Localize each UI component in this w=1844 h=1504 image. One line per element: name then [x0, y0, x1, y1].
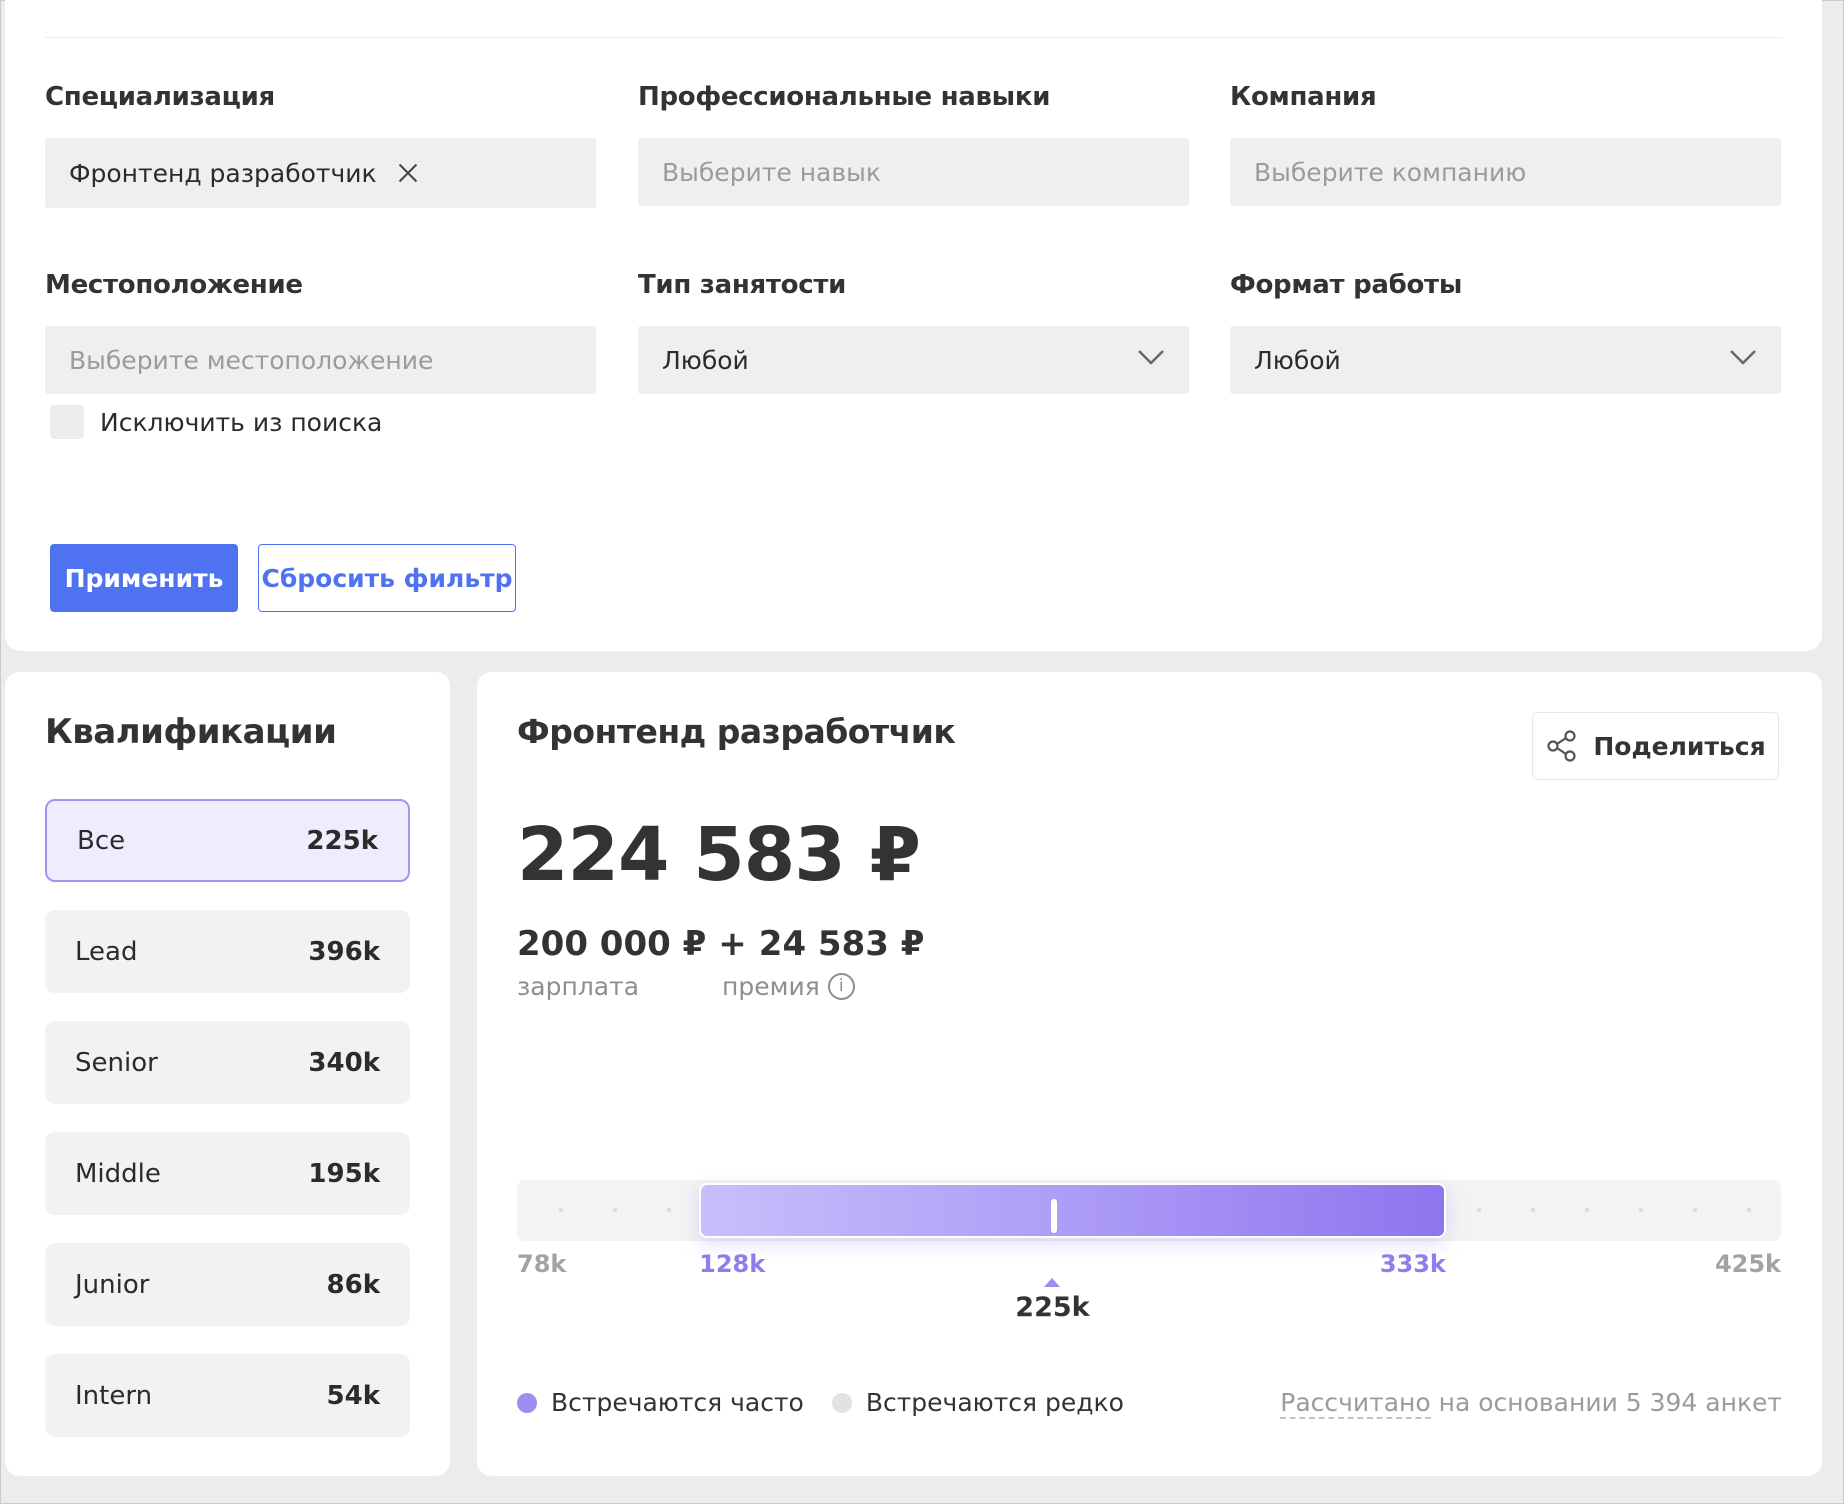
legend: Встречаются часто Встречаются редко	[517, 1388, 1152, 1417]
salary-title: Фронтенд разработчик	[517, 712, 956, 751]
reset-filter-button[interactable]: Сбросить фильтр	[258, 544, 516, 612]
share-label: Поделиться	[1593, 731, 1766, 761]
median-marker	[1051, 1199, 1058, 1233]
chevron-down-icon	[1138, 350, 1164, 365]
qualification-item-middle[interactable]: Middle 195k	[45, 1132, 410, 1215]
location-placeholder: Выберите местоположение	[69, 345, 434, 375]
work-format-select[interactable]: Любой	[1230, 326, 1781, 394]
qualification-name: Intern	[75, 1380, 153, 1411]
legend-dot-rare	[831, 1392, 852, 1413]
qualification-name: Lead	[75, 936, 138, 967]
employment-value: Любой	[662, 345, 749, 375]
share-icon	[1547, 730, 1576, 762]
company-placeholder: Выберите компанию	[1254, 157, 1527, 187]
qualification-value: 340k	[308, 1047, 380, 1078]
qualification-name: Middle	[75, 1158, 161, 1189]
legend-frequent-label: Встречаются часто	[551, 1388, 804, 1417]
data-basis-note: Рассчитано на основании 5 394 анкет	[1280, 1388, 1782, 1419]
qualifications-panel: Квалификации Все 225k Lead 396k Senior 3…	[5, 672, 450, 1476]
employment-select[interactable]: Любой	[638, 326, 1189, 394]
specialization-label: Специализация	[45, 82, 275, 112]
qualification-item-lead[interactable]: Lead 396k	[45, 910, 410, 993]
bonus-amount: 24 583 ₽	[758, 924, 925, 964]
bonus-label-row: премия i	[722, 972, 855, 1001]
qualification-item-all[interactable]: Все 225k	[45, 799, 410, 882]
qualification-value: 225k	[306, 825, 378, 856]
salary-total: 224 583 ₽	[517, 812, 921, 898]
qualification-value: 195k	[308, 1158, 380, 1189]
salary-panel: Фронтенд разработчик Поделиться 224 583 …	[477, 672, 1822, 1476]
work-format-value: Любой	[1254, 345, 1341, 375]
range-high-label: 333k	[1379, 1250, 1446, 1278]
qualifications-title: Квалификации	[45, 712, 337, 752]
track-dot	[613, 1208, 617, 1212]
exclude-label: Исключить из поиска	[100, 407, 383, 437]
qualification-name: Senior	[75, 1047, 158, 1078]
base-salary: 200 000 ₽	[517, 924, 707, 964]
divider	[45, 37, 1782, 38]
chevron-down-icon	[1730, 350, 1756, 365]
track-dot	[559, 1208, 563, 1212]
salary-breakdown: 200 000 ₽ +24 583 ₽	[517, 924, 924, 964]
company-label: Компания	[1230, 82, 1377, 112]
qualification-value: 396k	[308, 936, 380, 967]
legend-rare-label: Встречаются редко	[865, 1388, 1124, 1417]
employment-label: Тип занятости	[638, 270, 847, 300]
exclude-checkbox[interactable]	[50, 405, 84, 439]
legend-frequent: Встречаются часто	[517, 1388, 804, 1417]
skills-placeholder: Выберите навык	[662, 157, 881, 187]
bonus-label: премия	[722, 972, 820, 1001]
qualification-value: 54k	[326, 1380, 380, 1411]
median-caret-icon	[1044, 1278, 1061, 1287]
qualification-item-junior[interactable]: Junior 86k	[45, 1243, 410, 1326]
track-dot	[1639, 1208, 1643, 1212]
skills-label: Профессиональные навыки	[638, 82, 1051, 112]
qualification-name: Все	[77, 825, 126, 856]
qualification-name: Junior	[75, 1269, 150, 1300]
clear-icon[interactable]	[397, 162, 419, 184]
specialization-field[interactable]: Фронтенд разработчик	[45, 138, 596, 208]
location-input[interactable]: Выберите местоположение	[45, 326, 596, 394]
specialization-value: Фронтенд разработчик	[69, 158, 377, 188]
salary-range-frequent	[699, 1183, 1446, 1238]
median-value-label: 225k	[1015, 1292, 1090, 1323]
range-min-label: 78k	[517, 1250, 567, 1278]
track-dot	[667, 1208, 671, 1212]
company-input[interactable]: Выберите компанию	[1230, 138, 1781, 206]
filter-panel: Специализация Фронтенд разработчик Профе…	[5, 0, 1822, 651]
apply-button[interactable]: Применить	[50, 544, 238, 612]
track-dot	[1477, 1208, 1481, 1212]
legend-rare: Встречаются редко	[831, 1388, 1124, 1417]
base-salary-label: зарплата	[517, 972, 640, 1001]
salary-range-track	[517, 1180, 1781, 1241]
plus-sign: +	[718, 924, 747, 964]
qualification-item-intern[interactable]: Intern 54k	[45, 1354, 410, 1437]
exclude-location-row[interactable]: Исключить из поиска	[50, 405, 382, 439]
skills-input[interactable]: Выберите навык	[638, 138, 1189, 206]
calculation-link[interactable]: Рассчитано	[1280, 1388, 1431, 1419]
share-button[interactable]: Поделиться	[1532, 712, 1779, 780]
location-label: Местоположение	[45, 270, 303, 300]
work-format-label: Формат работы	[1230, 270, 1463, 300]
track-dot	[1531, 1208, 1535, 1212]
legend-dot-frequent	[517, 1392, 537, 1413]
range-low-label: 128k	[699, 1250, 766, 1278]
qualification-value: 86k	[326, 1269, 380, 1300]
track-dot	[1747, 1208, 1751, 1212]
range-max-label: 425k	[1714, 1250, 1781, 1278]
track-dot	[1693, 1208, 1697, 1212]
track-dot	[1585, 1208, 1589, 1212]
qualification-item-senior[interactable]: Senior 340k	[45, 1021, 410, 1104]
info-icon[interactable]: i	[827, 973, 855, 1000]
data-basis-text: на основании 5 394 анкет	[1430, 1388, 1782, 1417]
